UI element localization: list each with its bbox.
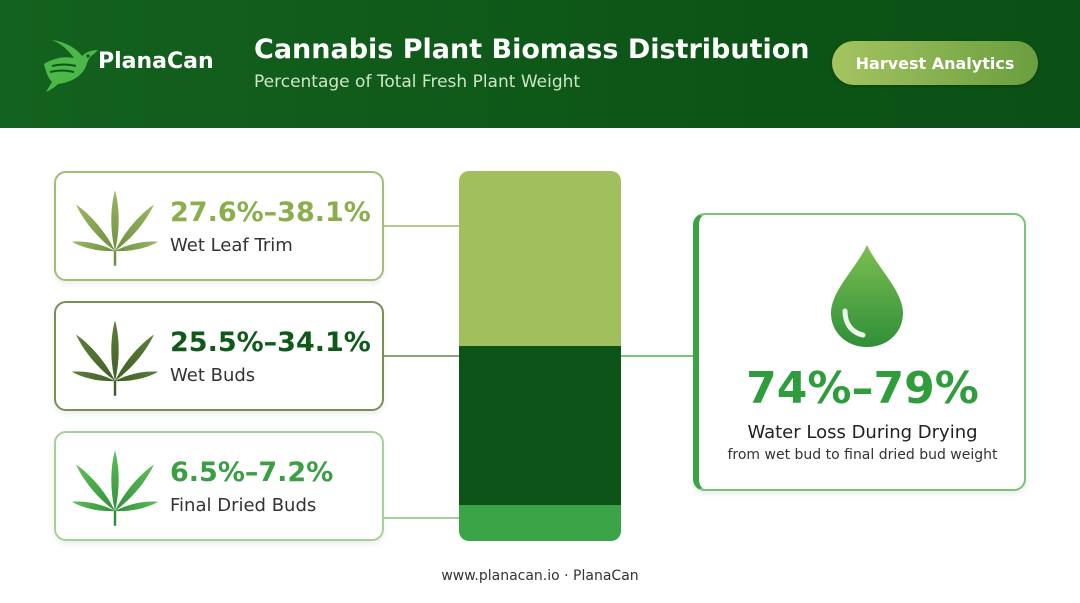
cannabis-leaf-icon [72, 190, 158, 266]
water-loss-value: 74%–79% [746, 363, 979, 414]
brand-name: PlanaCan [98, 49, 214, 74]
wet-buds-value: 25.5%–34.1% [170, 327, 371, 358]
water-loss-card: 74%–79% Water Loss During Drying from we… [693, 213, 1026, 491]
bar-segment-wet-buds [459, 346, 621, 505]
page-title: Cannabis Plant Biomass Distribution [254, 34, 810, 65]
card-wet-buds: 25.5%–34.1% Wet Buds [54, 301, 384, 411]
header: PlanaCan Cannabis Plant Biomass Distribu… [0, 0, 1080, 128]
hummingbird-icon [44, 40, 98, 92]
wet-buds-label: Wet Buds [170, 365, 256, 386]
harvest-analytics-badge[interactable]: Harvest Analytics [832, 41, 1038, 85]
stacked-bar-chart [459, 171, 621, 541]
wet-leaf-trim-value: 27.6%–38.1% [170, 197, 371, 228]
card-final-dried-buds: 6.5%–7.2% Final Dried Buds [54, 431, 384, 541]
bar-segment-final-dried-buds [459, 505, 621, 541]
page-subtitle: Percentage of Total Fresh Plant Weight [254, 72, 581, 92]
cannabis-leaf-icon [72, 450, 158, 526]
water-loss-label: Water Loss During Drying [747, 422, 978, 443]
bar-segment-wet-leaf-trim [459, 171, 621, 346]
card-wet-leaf-trim: 27.6%–38.1% Wet Leaf Trim [54, 171, 384, 281]
final-dried-buds-label: Final Dried Buds [170, 495, 317, 516]
footer-text: www.planacan.io · PlanaCan [441, 568, 639, 584]
water-drop-icon [831, 245, 903, 347]
wet-leaf-trim-label: Wet Leaf Trim [170, 235, 293, 256]
water-loss-sublabel: from wet bud to final dried bud weight [727, 447, 998, 463]
cannabis-leaf-icon [72, 320, 158, 396]
final-dried-buds-value: 6.5%–7.2% [170, 457, 334, 488]
